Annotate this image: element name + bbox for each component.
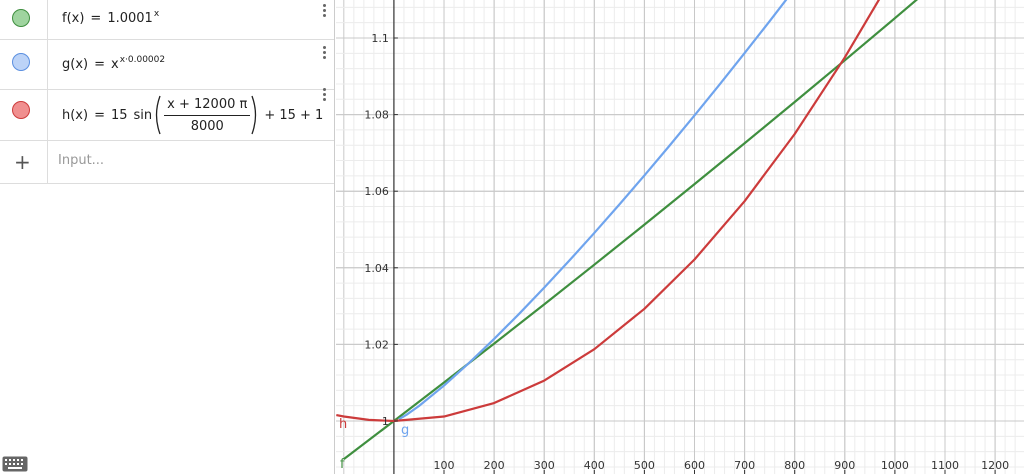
input-row[interactable]: + Input... (0, 141, 334, 184)
x-tick-label: 500 (634, 459, 655, 472)
x-tick-label: 800 (784, 459, 805, 472)
y-tick-label: 1.04 (364, 262, 389, 275)
function-curve (398, 0, 788, 421)
keyboard-icon[interactable] (2, 456, 28, 472)
base: x (111, 57, 119, 72)
y-tick-label: 1.02 (364, 338, 389, 351)
equals: = (90, 11, 102, 26)
curve-label: g (401, 423, 409, 438)
algebra-view: f(x) = 1.0001 x g(x) = x x·0.00002 h(x) (0, 0, 335, 474)
paren (251, 95, 257, 135)
function-name: g(x) (62, 57, 89, 72)
coefficient: 15 (110, 107, 128, 123)
curve-label: h (339, 417, 347, 432)
x-tick-label: 700 (734, 459, 755, 472)
algebra-entry[interactable]: h(x) = 15 sin x + 12000 π 8000 + 15 + 1 (0, 88, 334, 141)
numerator: x + 12000 π (164, 97, 251, 116)
function-name: h(x) (62, 107, 89, 123)
visibility-toggle[interactable] (12, 53, 30, 71)
algebra-entry[interactable]: g(x) = x x·0.00002 (0, 40, 334, 90)
x-tick-label: 300 (534, 459, 555, 472)
x-tick-label: 200 (484, 459, 505, 472)
x-tick-label: 900 (834, 459, 855, 472)
denominator: 8000 (190, 118, 224, 134)
y-tick-label: 1.1 (371, 32, 389, 45)
algebra-entry[interactable]: f(x) = 1.0001 x (0, 0, 334, 40)
y-tick-label: 1.08 (364, 109, 389, 122)
x-tick-label: 1100 (931, 459, 959, 472)
add-button[interactable]: + (14, 150, 31, 174)
y-tick-label: 1 (382, 415, 389, 428)
curve-label: f (340, 457, 345, 472)
paren (156, 95, 161, 135)
input-placeholder[interactable]: Input... (58, 153, 105, 168)
tail: + 15 + 1 (264, 107, 324, 123)
entry-menu[interactable] (323, 88, 326, 103)
x-tick-label: 600 (684, 459, 705, 472)
x-tick-label: 1200 (981, 459, 1009, 472)
x-tick-label: 1000 (881, 459, 909, 472)
entry-menu[interactable] (323, 4, 326, 19)
graphics-view[interactable]: 100 200 300 400 500 600 700 800 900 1000 1100 1200 1… (336, 0, 1024, 474)
function-curve (336, 0, 881, 423)
entry-menu[interactable] (323, 46, 326, 61)
x-tick-label: 100 (434, 459, 455, 472)
exponent: x (153, 8, 160, 19)
function-sin: sin (133, 107, 153, 123)
function-curve (343, 0, 919, 460)
equals: = (94, 57, 105, 72)
x-tick-label: 400 (584, 459, 605, 472)
fraction: x + 12000 π 8000 (164, 97, 251, 134)
exponent: x·0.00002 (119, 54, 166, 65)
base: 1.0001 (107, 11, 153, 26)
visibility-toggle[interactable] (12, 101, 30, 119)
equals: = (94, 107, 105, 123)
function-name: f(x) (62, 11, 85, 26)
y-tick-label: 1.06 (364, 185, 389, 198)
visibility-toggle[interactable] (12, 9, 30, 27)
